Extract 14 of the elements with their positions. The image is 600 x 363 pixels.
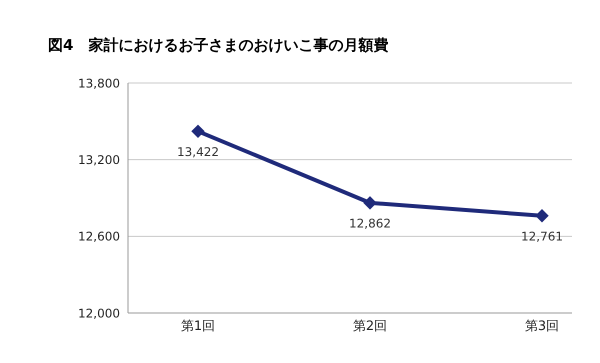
y-tick-label: 12,000 (78, 306, 120, 320)
data-label: 12,862 (349, 216, 391, 230)
point (192, 124, 204, 138)
x-tick-label: 第3回 (524, 319, 560, 334)
x-tick-label: 第1回 (180, 319, 216, 334)
point (536, 209, 548, 222)
chart-title: 図4 家計におけるお子さまのおけいこ事の月額費 (47, 35, 390, 56)
y-tick-label: 13,800 (78, 76, 120, 90)
point (364, 196, 376, 210)
data-label: 12,761 (521, 229, 563, 244)
y-tick-label: 13,200 (78, 152, 120, 167)
x-tick-label: 第2回 (352, 319, 388, 334)
y-tick-label: 12,600 (78, 230, 120, 244)
data-label: 13,422 (177, 144, 219, 159)
